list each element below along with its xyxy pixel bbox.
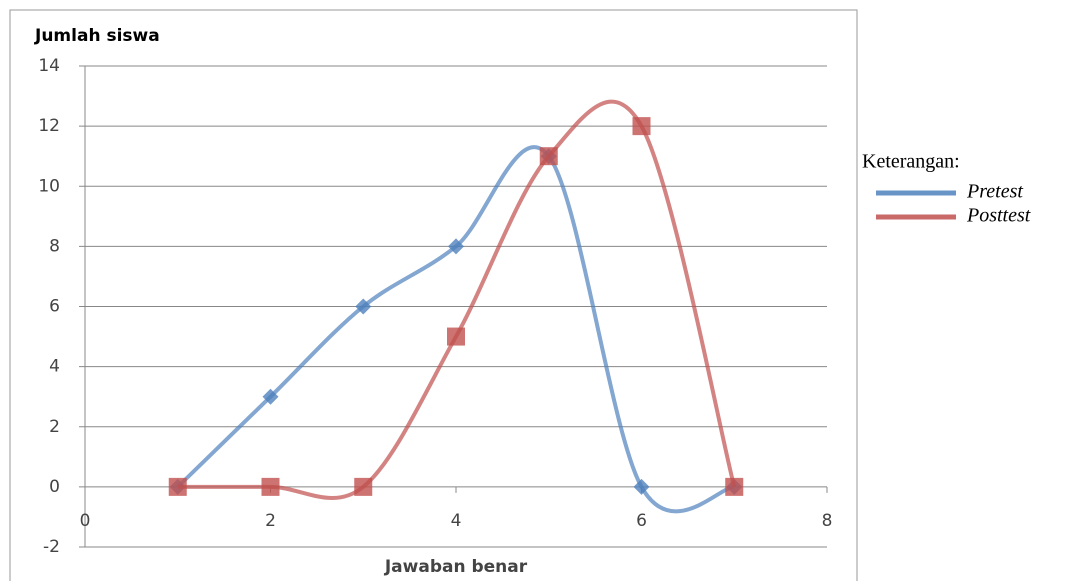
marker (355, 298, 372, 315)
marker (354, 477, 373, 496)
y-axis-title: Jumlah siswa (34, 26, 160, 46)
x-tick-label: 2 (265, 511, 276, 531)
y-tick-label: 12 (38, 116, 60, 136)
marker (262, 388, 279, 405)
series-line (177, 99, 737, 500)
x-tick-label: 6 (636, 511, 647, 531)
y-tick-label: -2 (43, 537, 60, 557)
chart-frame (9, 9, 858, 581)
marker (725, 477, 744, 496)
legend-label: Posttest (966, 205, 1031, 227)
y-tick-label: 8 (49, 236, 60, 256)
legend-label: Pretest (966, 181, 1023, 203)
legend-title: Keterangan: (862, 151, 960, 173)
marker (448, 238, 464, 255)
marker (168, 477, 187, 496)
marker (261, 477, 280, 496)
y-tick-label: 4 (49, 357, 60, 377)
x-tick-label: 0 (80, 511, 91, 531)
marker (633, 478, 650, 495)
x-tick-label: 8 (822, 511, 833, 531)
y-tick-label: 10 (38, 176, 60, 196)
y-tick-label: 2 (49, 417, 60, 437)
y-tick-label: 0 (49, 477, 60, 497)
marker (632, 117, 651, 136)
marker (539, 147, 558, 166)
y-tick-label: 6 (49, 297, 60, 317)
marker (447, 327, 465, 346)
x-axis-title: Jawaban benar (384, 557, 528, 577)
y-tick-label: 14 (38, 56, 60, 76)
x-tick-label: 4 (451, 511, 462, 531)
